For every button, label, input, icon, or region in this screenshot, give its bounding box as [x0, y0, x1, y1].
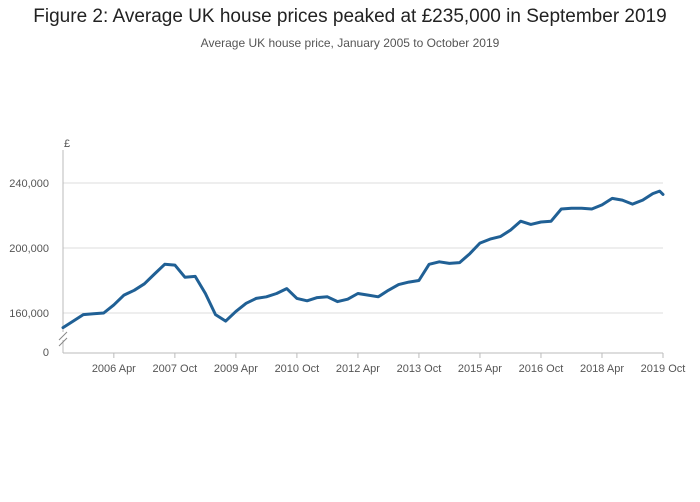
- y-tick-label: 240,000: [9, 178, 49, 190]
- gridlines: [63, 182, 663, 314]
- chart-title: Figure 2: Average UK house prices peaked…: [33, 6, 667, 27]
- x-tick-label: 2006 Apr: [92, 363, 136, 375]
- y-tick-label: 0: [43, 347, 49, 359]
- x-tick-label: 2012 Apr: [336, 363, 380, 375]
- y-tick-label: 160,000: [9, 308, 49, 320]
- x-tick-label: 2015 Apr: [458, 363, 502, 375]
- plot-area: [61, 189, 665, 330]
- x-tick-label: 2009 Apr: [214, 363, 258, 375]
- axis-break-mark: [58, 331, 68, 341]
- y-tick-label: 200,000: [9, 243, 49, 255]
- chart-subtitle: Average UK house price, January 2005 to …: [200, 36, 500, 50]
- x-tick-label: 2007 Oct: [153, 363, 198, 375]
- x-axis: 2006 Apr 2007 Oct 2009 Apr 2010 Oct 2012 Apr…: [63, 352, 686, 375]
- x-tick-label: 2010 Oct: [275, 363, 320, 375]
- y-axis: £ 0 160,000 200,000 240,000: [9, 138, 70, 359]
- series-line: [61, 189, 665, 330]
- x-tick-label: 2013 Oct: [397, 363, 442, 375]
- x-tick-label: 2018 Apr: [580, 363, 624, 375]
- axis-break-mark: [58, 337, 68, 347]
- y-axis-label: £: [64, 138, 70, 150]
- x-tick-label: 2016 Oct: [519, 363, 564, 375]
- x-tick-label: 2019 Oct: [641, 363, 686, 375]
